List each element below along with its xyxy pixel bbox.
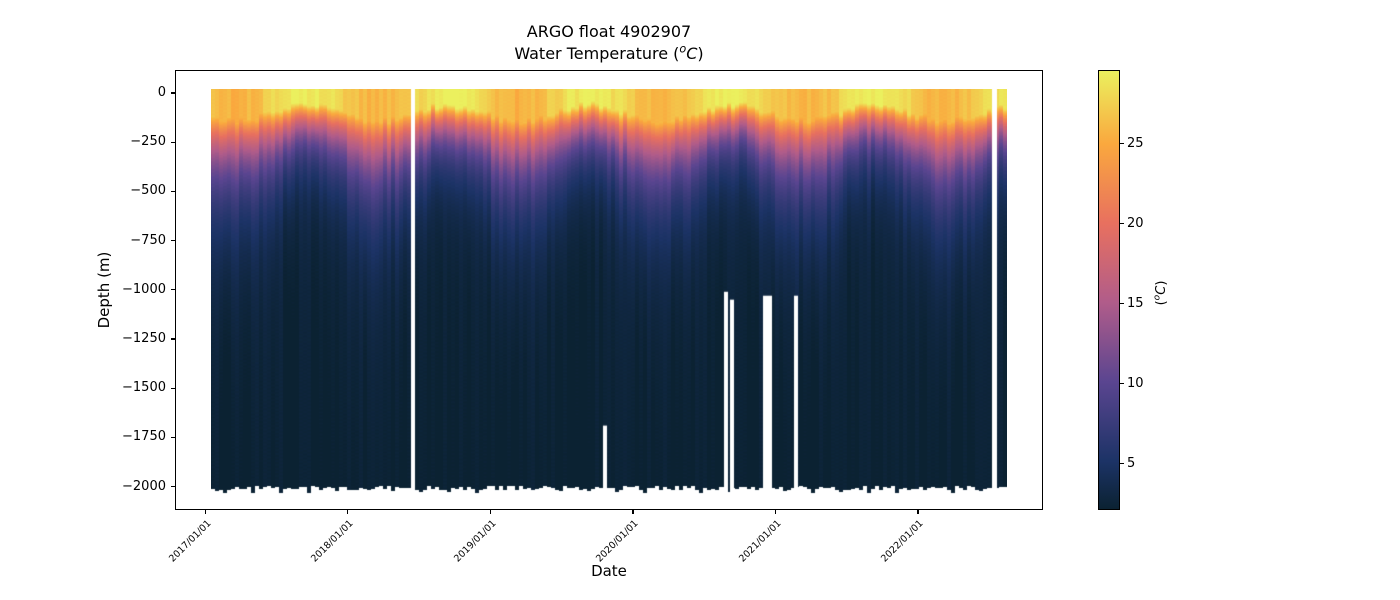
- y-tick: [171, 141, 175, 143]
- colorbar-tick: [1120, 223, 1124, 225]
- celsius-symbol: C: [686, 44, 698, 63]
- y-tick-label: −1500: [122, 380, 166, 396]
- x-tick-label: 2021/01/01: [736, 518, 784, 565]
- colorbar-tick-label: 20: [1127, 215, 1144, 231]
- y-tick-label: −250: [130, 134, 166, 150]
- y-tick: [171, 240, 175, 242]
- subtitle-text: Water Temperature (: [514, 44, 680, 63]
- y-tick-label: −1000: [122, 281, 166, 297]
- y-tick-label: 0: [157, 85, 166, 100]
- colorbar-tick: [1120, 383, 1124, 385]
- colorbar-tick: [1120, 303, 1124, 305]
- y-tick: [171, 436, 175, 438]
- colorbar-tick-label: 15: [1127, 295, 1144, 311]
- x-axis-label: Date: [591, 562, 627, 580]
- colorbar-tick: [1120, 143, 1124, 145]
- x-tick: [489, 510, 491, 514]
- colorbar-tick-label: 10: [1127, 375, 1144, 391]
- x-tick-label: 2017/01/01: [166, 518, 214, 565]
- y-tick-label: −2000: [122, 478, 166, 494]
- colorbar-gradient: [1099, 71, 1119, 509]
- y-tick-label: −500: [130, 183, 166, 199]
- colorbar-tick: [1120, 463, 1124, 465]
- y-tick: [171, 190, 175, 192]
- y-tick-label: −1750: [122, 429, 166, 445]
- cbar-degree-superscript: o: [1152, 294, 1163, 301]
- cbar-close: ): [1154, 280, 1169, 286]
- y-tick: [171, 387, 175, 389]
- x-tick: [347, 510, 349, 514]
- cbar-open: (: [1154, 300, 1169, 306]
- y-tick: [171, 92, 175, 94]
- cbar-celsius-symbol: C: [1154, 285, 1169, 295]
- degree-superscript: o: [679, 42, 687, 56]
- x-tick: [774, 510, 777, 514]
- x-tick-label: 2018/01/01: [309, 518, 356, 565]
- x-tick-label: 2019/01/01: [451, 518, 499, 565]
- colorbar-tick-label: 5: [1127, 455, 1136, 471]
- y-tick: [171, 486, 175, 488]
- x-tick-label: 2020/01/01: [594, 518, 641, 565]
- x-tick: [204, 510, 206, 514]
- chart-subtitle: Water Temperature (oC): [409, 44, 809, 63]
- subtitle-close: ): [697, 44, 704, 63]
- chart-title: ARGO float 4902907: [526, 22, 692, 41]
- y-tick: [171, 338, 175, 340]
- x-tick: [917, 510, 919, 514]
- x-tick: [632, 510, 634, 514]
- colorbar-label: (oC): [1152, 233, 1170, 353]
- heatmap-canvas: [211, 89, 1007, 495]
- plot-area: [175, 70, 1043, 510]
- y-tick: [171, 289, 175, 291]
- x-tick-label: 2022/01/01: [879, 518, 926, 565]
- y-tick-label: −750: [130, 232, 166, 248]
- y-tick-label: −1250: [122, 331, 166, 346]
- colorbar-tick-label: 25: [1127, 135, 1144, 151]
- colorbar: [1098, 70, 1120, 510]
